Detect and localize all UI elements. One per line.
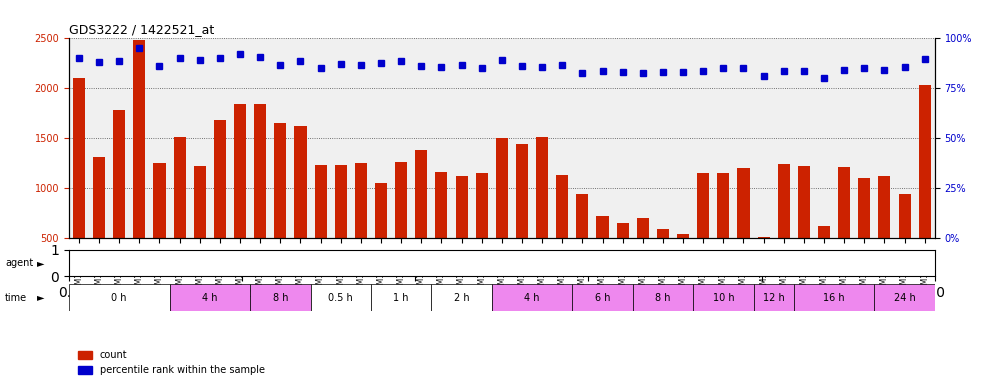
Text: control: control <box>173 258 207 268</box>
Bar <box>194 166 206 288</box>
FancyBboxPatch shape <box>311 250 935 276</box>
Bar <box>758 237 769 288</box>
Legend: count, percentile rank within the sample: count, percentile rank within the sample <box>74 346 269 379</box>
Bar <box>396 162 407 288</box>
Bar <box>254 104 267 288</box>
FancyBboxPatch shape <box>492 284 573 311</box>
Text: 4 h: 4 h <box>202 293 217 303</box>
Text: 6 h: 6 h <box>594 293 610 303</box>
Bar <box>838 167 850 288</box>
Bar <box>435 172 448 288</box>
Text: 16 h: 16 h <box>824 293 845 303</box>
Bar <box>737 168 750 288</box>
Bar <box>818 226 830 288</box>
Text: 1 h: 1 h <box>394 293 409 303</box>
Bar <box>294 126 306 288</box>
Bar <box>777 164 790 288</box>
Bar <box>698 173 709 288</box>
Text: time: time <box>5 293 27 303</box>
Bar <box>536 137 548 288</box>
Text: 8 h: 8 h <box>273 293 288 303</box>
Bar <box>577 194 588 288</box>
FancyBboxPatch shape <box>431 284 492 311</box>
FancyBboxPatch shape <box>794 284 875 311</box>
Bar <box>898 194 910 288</box>
Text: agent: agent <box>5 258 33 268</box>
Text: ►: ► <box>37 293 45 303</box>
Text: 2 h: 2 h <box>454 293 469 303</box>
Text: 0.5 h: 0.5 h <box>329 293 353 303</box>
Bar <box>475 173 488 288</box>
Text: GDS3222 / 1422521_at: GDS3222 / 1422521_at <box>69 23 215 36</box>
Bar <box>375 183 387 288</box>
Text: 24 h: 24 h <box>893 293 915 303</box>
Bar <box>919 85 931 288</box>
Bar <box>335 165 346 288</box>
Bar <box>234 104 246 288</box>
Text: 10 h: 10 h <box>712 293 734 303</box>
Bar <box>516 144 528 288</box>
Bar <box>556 175 569 288</box>
Text: 0 h: 0 h <box>111 293 127 303</box>
Text: interleukin-2: interleukin-2 <box>591 258 653 268</box>
FancyBboxPatch shape <box>754 284 794 311</box>
Bar <box>798 166 810 288</box>
FancyBboxPatch shape <box>250 284 311 311</box>
Bar <box>596 216 608 288</box>
FancyBboxPatch shape <box>573 284 633 311</box>
FancyBboxPatch shape <box>371 284 431 311</box>
Bar <box>617 223 629 288</box>
Bar <box>496 138 508 288</box>
FancyBboxPatch shape <box>69 250 311 276</box>
FancyBboxPatch shape <box>311 284 371 311</box>
Bar <box>73 78 85 288</box>
FancyBboxPatch shape <box>169 284 250 311</box>
Bar <box>173 137 186 288</box>
Bar <box>133 40 146 288</box>
Bar <box>355 163 367 288</box>
Bar <box>677 234 689 288</box>
Bar <box>717 173 729 288</box>
Bar <box>415 150 427 288</box>
Bar <box>275 123 286 288</box>
Bar <box>657 229 669 288</box>
Bar <box>456 176 467 288</box>
Bar <box>879 176 891 288</box>
Bar <box>637 218 648 288</box>
Bar <box>858 178 871 288</box>
FancyBboxPatch shape <box>633 284 693 311</box>
FancyBboxPatch shape <box>875 284 935 311</box>
Bar <box>214 120 226 288</box>
Bar <box>315 165 327 288</box>
Bar <box>154 163 165 288</box>
Bar <box>113 110 125 288</box>
Text: 12 h: 12 h <box>763 293 784 303</box>
Text: ►: ► <box>37 258 45 268</box>
Text: 4 h: 4 h <box>524 293 540 303</box>
Bar <box>93 157 105 288</box>
Text: 8 h: 8 h <box>655 293 671 303</box>
FancyBboxPatch shape <box>69 284 169 311</box>
FancyBboxPatch shape <box>693 284 754 311</box>
